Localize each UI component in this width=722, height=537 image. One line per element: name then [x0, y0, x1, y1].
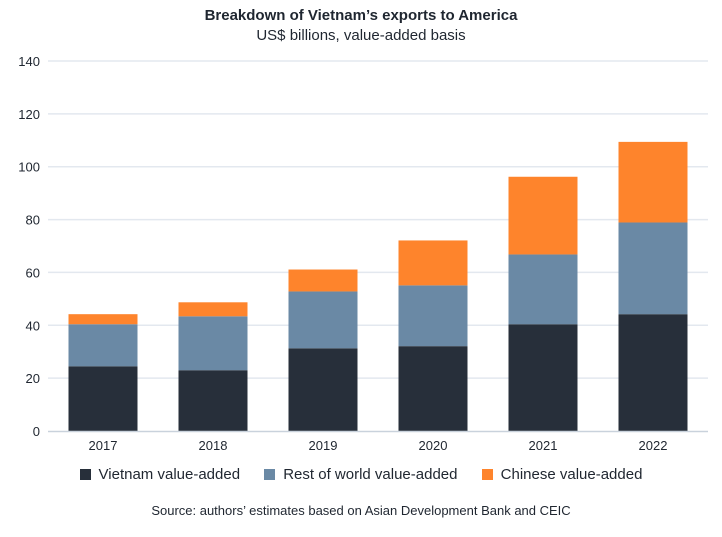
bar-stack-2020 — [398, 240, 468, 431]
bar-segment-vietnam-value-added-2021 — [508, 324, 578, 431]
x-tick-label: 2018 — [199, 438, 228, 453]
legend-label-rest-of-world: Rest of world value-added — [283, 466, 458, 483]
bar-segment-rest-of-world-value-added-2018 — [178, 316, 248, 371]
bar-segment-chinese-value-added-2022 — [618, 141, 688, 223]
bar-segment-chinese-value-added-2021 — [508, 176, 578, 255]
bar-segment-vietnam-value-added-2020 — [398, 346, 468, 431]
y-tick-label: 140 — [18, 54, 40, 69]
bar-segment-rest-of-world-value-added-2019 — [288, 291, 358, 349]
source-note: Source: authors’ estimates based on Asia… — [151, 503, 571, 518]
bar-segment-chinese-value-added-2017 — [68, 314, 138, 325]
y-tick-label: 0 — [33, 424, 40, 439]
bar-segment-chinese-value-added-2020 — [398, 240, 468, 286]
bar-segment-rest-of-world-value-added-2017 — [68, 324, 138, 367]
y-tick-label: 80 — [26, 213, 40, 228]
y-tick-label: 100 — [18, 160, 40, 175]
legend: Vietnam value-added Rest of world value-… — [0, 466, 722, 483]
x-tick-label: 2019 — [309, 438, 338, 453]
bar-segment-vietnam-value-added-2022 — [618, 314, 688, 431]
bar-stack-2021 — [508, 176, 578, 431]
x-tick-label: 2021 — [529, 438, 558, 453]
bar-stack-2017 — [68, 314, 138, 431]
legend-item-vietnam: Vietnam value-added — [79, 466, 241, 483]
bar-segment-chinese-value-added-2018 — [178, 302, 248, 317]
legend-label-chinese: Chinese value-added — [500, 466, 643, 483]
bar-segment-vietnam-value-added-2018 — [178, 370, 248, 431]
bar-stack-2019 — [288, 269, 358, 431]
bar-stack-2018 — [178, 302, 248, 431]
chart-title: Breakdown of Vietnam’s exports to Americ… — [204, 7, 518, 24]
bar-segment-rest-of-world-value-added-2021 — [508, 254, 578, 325]
gridlines — [48, 60, 708, 379]
legend-swatch-rest-of-world — [264, 469, 276, 480]
y-tick-label: 20 — [26, 371, 40, 386]
bar-segment-rest-of-world-value-added-2022 — [618, 222, 688, 315]
legend-item-chinese: Chinese value-added — [481, 466, 643, 483]
y-tick-label: 60 — [26, 265, 40, 280]
x-tick-label: 2017 — [89, 438, 118, 453]
y-tick-label: 40 — [26, 318, 40, 333]
legend-swatch-chinese — [481, 469, 493, 480]
y-tick-label: 120 — [18, 107, 40, 122]
bars — [68, 141, 688, 431]
bar-segment-vietnam-value-added-2017 — [68, 366, 138, 431]
x-tick-label: 2020 — [419, 438, 448, 453]
legend-label-vietnam: Vietnam value-added — [98, 466, 241, 483]
bar-segment-chinese-value-added-2019 — [288, 269, 358, 292]
bar-segment-vietnam-value-added-2019 — [288, 348, 358, 431]
x-axis-ticks: 2017 2018 2019 2020 2021 2022 — [89, 438, 668, 453]
bar-segment-rest-of-world-value-added-2020 — [398, 285, 468, 347]
x-tick-label: 2022 — [639, 438, 668, 453]
y-axis-ticks: 0 20 40 60 80 100 120 140 — [18, 54, 40, 439]
bar-stack-2022 — [618, 141, 688, 431]
legend-swatch-vietnam — [79, 469, 91, 480]
legend-item-rest-of-world: Rest of world value-added — [264, 466, 457, 483]
chart-subtitle: US$ billions, value-added basis — [256, 27, 466, 44]
